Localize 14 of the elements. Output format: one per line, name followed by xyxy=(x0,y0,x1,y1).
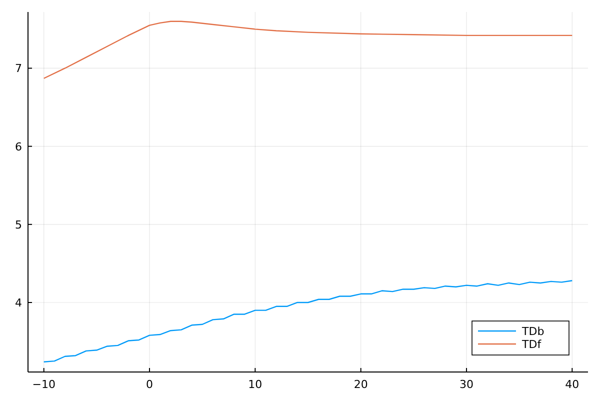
x-tick-label: −10 xyxy=(32,378,56,391)
legend-label: TDf xyxy=(521,338,542,351)
y-tick-label: 4 xyxy=(15,296,22,310)
x-tick-label: 40 xyxy=(565,378,580,391)
y-tick-label: 6 xyxy=(15,140,22,154)
y-tick-label: 7 xyxy=(15,62,22,76)
line-series xyxy=(43,20,573,79)
line-series xyxy=(43,280,573,362)
x-tick-label: 20 xyxy=(354,378,368,391)
x-tick-label: 0 xyxy=(146,378,154,391)
legend-label: TDb xyxy=(521,325,544,338)
x-tick-label: 10 xyxy=(248,378,262,391)
y-tick-label: 5 xyxy=(15,218,22,232)
x-tick-label: 30 xyxy=(459,378,474,391)
